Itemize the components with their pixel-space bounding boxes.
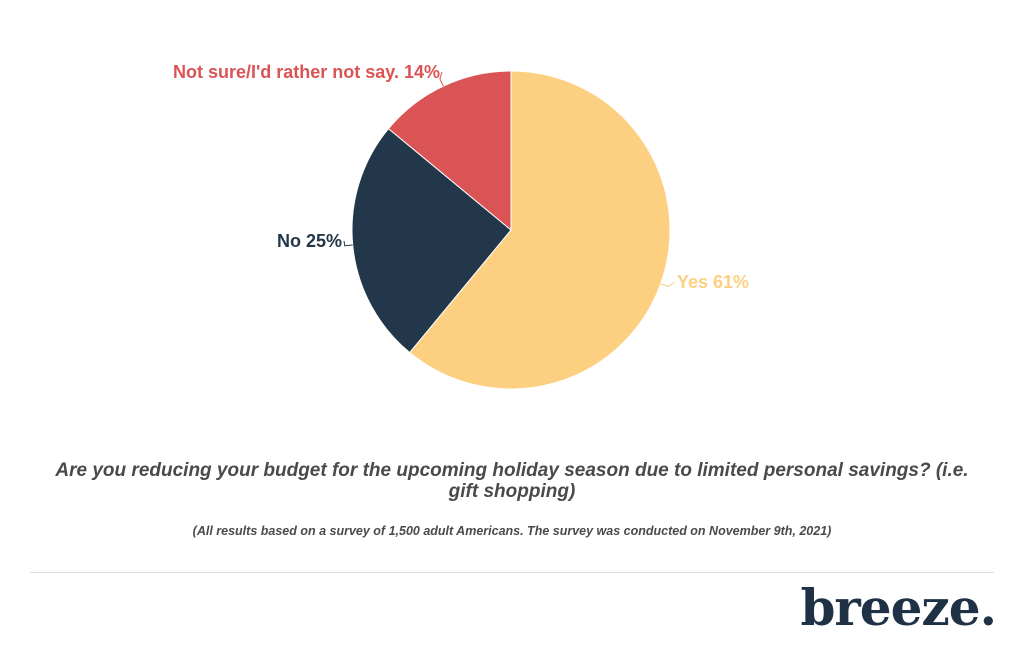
chart-question: Are you reducing your budget for the upc… <box>55 460 969 502</box>
breeze-logo: breeze. <box>800 578 997 637</box>
pie-slice-yes <box>408 70 671 390</box>
slice-label: No 25% <box>277 231 342 251</box>
pie-chart: Yes 61% No 25% Not sure/I'd rather not say… <box>173 62 749 390</box>
survey-note: (All results based on a survey of 1,500 … <box>192 524 832 538</box>
leader-line <box>660 281 676 288</box>
leader-line <box>439 71 444 87</box>
leader-line <box>343 240 353 247</box>
divider <box>30 572 994 573</box>
slice-label: Yes 61% <box>677 272 749 292</box>
slice-label: Not sure/I'd rather not say. 14% <box>173 62 440 82</box>
